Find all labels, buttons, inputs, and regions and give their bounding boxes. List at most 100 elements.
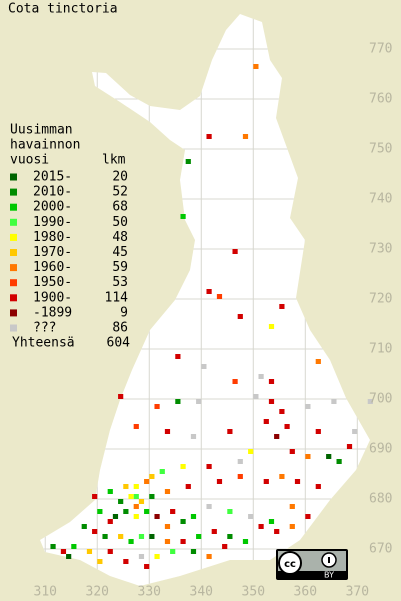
y-tick-label: 730 xyxy=(369,242,392,257)
y-tick-label: 670 xyxy=(369,542,392,557)
observation-square xyxy=(305,454,311,459)
observation-square xyxy=(164,539,171,544)
observation-square xyxy=(170,509,176,514)
observation-square xyxy=(164,524,171,529)
legend-count: 50 xyxy=(112,215,128,230)
legend-label: -1899 xyxy=(33,305,72,320)
observation-square xyxy=(107,489,113,494)
legend-label: 2015- xyxy=(33,170,72,185)
observation-square xyxy=(180,519,186,524)
observation-square xyxy=(180,464,186,469)
observation-square xyxy=(268,399,275,404)
observation-square xyxy=(227,509,233,514)
observation-square xyxy=(66,554,72,559)
observation-square xyxy=(118,534,124,539)
observation-square xyxy=(92,529,98,534)
observation-square xyxy=(196,399,202,404)
observation-square xyxy=(222,544,228,549)
observation-square xyxy=(190,514,197,519)
observation-square xyxy=(206,464,212,469)
x-tick-label: 340 xyxy=(190,585,213,600)
observation-square xyxy=(289,504,295,509)
legend-swatch xyxy=(10,294,17,302)
legend-label: 1960- xyxy=(33,260,72,275)
observation-square xyxy=(253,64,259,69)
observation-square xyxy=(138,499,145,504)
legend-swatch xyxy=(10,203,17,211)
observation-square xyxy=(123,484,129,489)
legend-total: 604 xyxy=(107,336,131,351)
x-tick-label: 370 xyxy=(346,585,369,600)
legend-header: vuosi xyxy=(10,153,49,168)
observation-square xyxy=(242,539,249,544)
x-tick-label: 350 xyxy=(242,585,265,600)
observation-square xyxy=(279,474,285,479)
y-tick-label: 690 xyxy=(369,442,392,457)
legend-count: 20 xyxy=(112,170,128,185)
x-tick-label: 330 xyxy=(138,585,161,600)
title: Cota tinctoria xyxy=(8,2,118,17)
observation-square xyxy=(274,529,280,534)
observation-square xyxy=(133,424,139,429)
observation-square xyxy=(185,159,191,164)
legend-label: 1950- xyxy=(33,275,72,290)
license-text: BY xyxy=(324,571,334,580)
legend-swatch xyxy=(10,279,17,287)
legend-swatch xyxy=(10,309,17,317)
observation-square xyxy=(128,539,134,544)
legend-count: 45 xyxy=(112,245,128,260)
observation-square xyxy=(149,474,155,479)
observation-square xyxy=(138,534,145,539)
legend-count: 9 xyxy=(120,305,128,320)
observation-square xyxy=(81,524,87,529)
observation-square xyxy=(206,289,212,294)
observation-square xyxy=(279,304,285,309)
observation-square xyxy=(159,469,165,474)
observation-square xyxy=(206,134,212,139)
observation-square xyxy=(242,134,249,139)
legend-header: Uusimman xyxy=(10,123,73,138)
legend-swatch xyxy=(10,173,17,181)
legend-header: havainnon xyxy=(10,138,80,153)
observation-square xyxy=(258,374,264,379)
observation-square xyxy=(149,494,155,499)
legend-swatch xyxy=(10,218,17,226)
observation-square xyxy=(305,404,311,409)
observation-square xyxy=(346,444,353,449)
observation-square xyxy=(279,409,285,414)
observation-square xyxy=(149,534,155,539)
observation-square xyxy=(227,534,233,539)
observation-square xyxy=(237,474,243,479)
y-tick-label: 770 xyxy=(369,42,392,57)
observation-square xyxy=(237,314,243,319)
observation-square xyxy=(232,379,238,384)
observation-square xyxy=(123,509,129,514)
svg-text:cc: cc xyxy=(284,559,296,570)
observation-square xyxy=(107,519,113,524)
observation-square xyxy=(133,494,139,499)
observation-square xyxy=(211,529,217,534)
observation-square xyxy=(326,454,332,459)
observation-square xyxy=(352,429,358,434)
legend-total-label: Yhteensä xyxy=(12,336,75,351)
observation-square xyxy=(118,499,124,504)
observation-square xyxy=(206,554,212,559)
legend-count: 114 xyxy=(105,290,129,305)
observation-square xyxy=(196,534,202,539)
observation-square xyxy=(190,549,197,554)
y-tick-label: 750 xyxy=(369,142,392,157)
observation-square xyxy=(315,484,321,489)
observation-square xyxy=(248,514,254,519)
observation-square xyxy=(227,429,233,434)
observation-square xyxy=(232,249,238,254)
legend-count: 68 xyxy=(112,200,128,215)
observation-square xyxy=(164,429,171,434)
observation-square xyxy=(71,544,77,549)
legend-count-header: lkm xyxy=(102,153,126,168)
legend-swatch xyxy=(10,188,17,196)
legend-label: 1980- xyxy=(33,230,72,245)
observation-square xyxy=(118,394,124,399)
observation-square xyxy=(133,484,139,489)
observation-square xyxy=(154,554,160,559)
observation-square xyxy=(315,359,321,364)
